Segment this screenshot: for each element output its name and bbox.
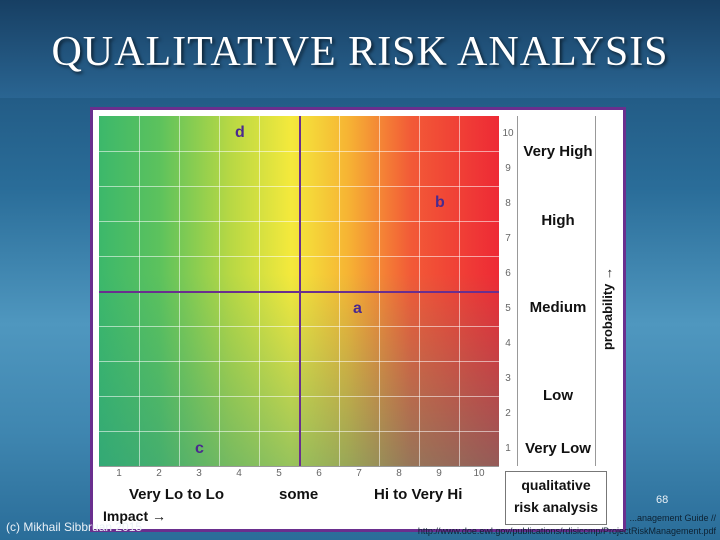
prob-very-low: Very Low: [525, 440, 591, 457]
y-number: 7: [505, 233, 511, 244]
y-number: 3: [505, 373, 511, 384]
slide-title: QUALITATIVE RISK ANALYSIS: [51, 29, 669, 75]
impact-scale: 1 2 3 4 5 6 7 8 9 10: [99, 466, 499, 483]
probability-labels: Very High High Medium Low Very Low: [517, 116, 598, 466]
zone-a-label: a: [353, 300, 362, 317]
y-number: 4: [505, 338, 511, 349]
impact-hi-to-very-hi: Hi to Very Hi: [374, 486, 463, 503]
x-number: 3: [196, 468, 202, 479]
impact-labels: Very Lo to Lo some Hi to Very Hi: [99, 484, 499, 506]
zone-b-label: b: [435, 194, 445, 211]
prob-high: High: [541, 212, 575, 229]
impact-some: some: [279, 486, 319, 503]
x-number: 7: [356, 468, 362, 479]
y-number: 9: [505, 163, 511, 174]
zone-d-label: d: [235, 124, 245, 141]
prob-low: Low: [543, 387, 573, 404]
footer-copyright: (c) Mikhail Sibbruan 2015: [6, 520, 143, 534]
y-number: 10: [502, 128, 514, 139]
zone-divider-horizontal: [99, 291, 499, 293]
impact-very-lo-to-lo: Very Lo to Lo: [129, 486, 225, 503]
heatmap-grid: d b a c: [99, 116, 499, 466]
footer-source-line2: http://www.doe.ewl.gov/publications/rdis…: [417, 526, 716, 536]
risk-matrix: d b a c 10 9 8 7 6 5 4 3 2 1 Very High H…: [90, 107, 626, 532]
x-number: 10: [473, 468, 485, 479]
qualitative-risk-analysis-box: qualitative risk analysis: [505, 471, 607, 525]
title-band: [0, 0, 720, 98]
x-number: 2: [156, 468, 162, 479]
prob-medium: Medium: [529, 299, 587, 316]
x-number: 8: [396, 468, 402, 479]
y-number: 5: [505, 303, 511, 314]
y-number: 8: [505, 198, 511, 209]
y-number: 1: [505, 443, 511, 454]
probability-scale: 10 9 8 7 6 5 4 3 2 1: [499, 116, 517, 466]
qra-line1: qualitative: [521, 477, 591, 493]
x-number: 6: [316, 468, 322, 479]
footer-source-line1: ...anagement Guide //: [629, 513, 716, 523]
x-number: 4: [236, 468, 242, 479]
impact-axis-label: Impact →: [103, 508, 167, 524]
zone-c-label: c: [195, 440, 204, 457]
probability-axis-label: probability →: [600, 266, 615, 351]
x-number: 5: [276, 468, 282, 479]
x-number: 9: [436, 468, 442, 479]
prob-very-high: Very High: [523, 143, 593, 160]
footer-source: ...anagement Guide // http://www.doe.ewl…: [370, 512, 716, 538]
y-number: 6: [505, 268, 511, 279]
y-number: 2: [505, 408, 511, 419]
x-number: 1: [116, 468, 122, 479]
qra-line2: risk analysis: [513, 499, 599, 515]
probability-axis: probability →: [595, 116, 618, 466]
page-number: 68: [656, 494, 669, 506]
